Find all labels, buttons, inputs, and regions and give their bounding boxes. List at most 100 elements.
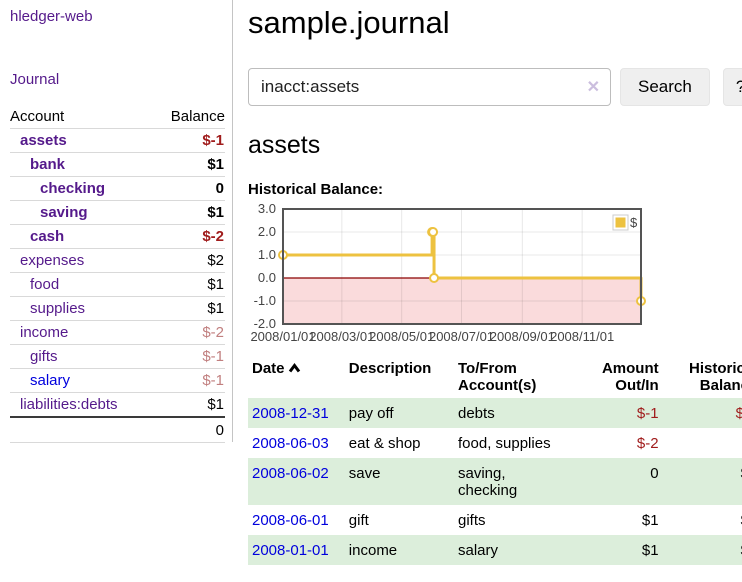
register-balance: $-1	[735, 405, 742, 422]
main-content: sample.journal ✕ Search ? assets Histori…	[233, 0, 742, 565]
sidebar-account-link-assets[interactable]: assets	[20, 132, 67, 149]
register-accounts: debts	[458, 405, 495, 422]
register-date-link[interactable]: 2008-06-03	[252, 435, 329, 452]
register-date-link[interactable]: 2008-12-31	[252, 405, 329, 422]
accounts-header-balance: Balance	[170, 108, 225, 125]
legend-label: $	[630, 215, 638, 230]
register-amount: 0	[650, 465, 659, 482]
register-row: 2008-06-02 save saving, checking 0$2	[248, 458, 742, 505]
register-description: income	[348, 542, 398, 559]
sidebar-account-link-supplies[interactable]: supplies	[30, 300, 86, 317]
y-tick-label: 2.0	[258, 224, 276, 239]
account-heading: assets	[248, 131, 321, 159]
legend-swatch	[615, 217, 626, 228]
accounts-table: Account Balance assets $-1 bank $1 checking 0…	[10, 105, 225, 443]
account-balance: $-1	[202, 132, 224, 149]
plot-border	[282, 208, 642, 325]
account-balance: $1	[207, 300, 224, 317]
register-row: 2008-12-31 pay off debts $-1 $-1	[248, 398, 742, 428]
register-balance: $2	[660, 458, 742, 505]
register-header-description: Description	[348, 360, 432, 377]
account-row: food $1	[10, 273, 225, 297]
x-tick-label: 2008/09/01	[490, 329, 555, 344]
account-name-cell: income	[10, 321, 153, 345]
account-name-cell: supplies	[10, 297, 153, 321]
account-row: saving $1	[10, 201, 225, 225]
account-row: assets $-1	[10, 129, 225, 153]
sidebar-account-link-bank[interactable]: bank	[30, 156, 66, 173]
account-row: bank $1	[10, 153, 225, 177]
help-button[interactable]: ?	[722, 68, 742, 106]
account-name-cell: assets	[10, 129, 153, 153]
register-description: gift	[348, 512, 369, 529]
brand-link[interactable]: hledger-web	[10, 8, 93, 25]
search-button[interactable]: Search	[620, 68, 710, 106]
account-name-cell: gifts	[10, 345, 153, 369]
register-balance: $1	[660, 535, 742, 565]
account-name-cell: checking	[10, 177, 153, 201]
negative-region	[283, 278, 641, 324]
account-row: gifts $-1	[10, 345, 225, 369]
accounts-header-account: Account	[10, 108, 65, 125]
sidebar-nav: Journal	[10, 71, 225, 88]
search-input[interactable]	[248, 68, 611, 106]
app-brand: hledger-web	[10, 8, 225, 25]
register-accounts: gifts	[458, 512, 486, 529]
sidebar-account-link-expenses[interactable]: expenses	[20, 252, 85, 269]
register-date-link[interactable]: 2008-01-01	[252, 542, 329, 559]
sidebar: hledger-web Journal Account Balance asse…	[0, 0, 233, 443]
account-balance: $1	[207, 396, 224, 413]
sidebar-account-link-saving[interactable]: saving	[40, 204, 88, 221]
register-date-cell: 2008-06-03	[248, 428, 349, 458]
register-header-date[interactable]: Date	[248, 354, 349, 398]
sidebar-account-link-food[interactable]: food	[30, 276, 60, 293]
account-balance: $-1	[202, 348, 224, 365]
register-date-link[interactable]: 2008-06-01	[252, 512, 329, 529]
sidebar-account-link-salary[interactable]: salary	[30, 372, 71, 389]
account-name-cell: liabilities:debts	[10, 393, 153, 418]
register-amount: $1	[641, 542, 659, 559]
register-accounts: saving, checking	[458, 465, 518, 499]
account-balance: $2	[207, 252, 224, 269]
page-title: sample.journal	[248, 5, 450, 40]
y-tick-label: -2.0	[254, 316, 276, 331]
sidebar-account-link-cash[interactable]: cash	[30, 228, 65, 245]
register-header-accounts: To/From Account(s)	[458, 360, 537, 394]
sidebar-item-journal[interactable]: Journal	[10, 71, 60, 88]
y-tick-label: -1.0	[254, 293, 276, 308]
register-amount: $1	[641, 512, 659, 529]
account-balance: $1	[207, 276, 224, 293]
account-row: cash $-2	[10, 225, 225, 249]
x-tick-label: 2008/07/01	[429, 329, 494, 344]
register-accounts: salary	[458, 542, 499, 559]
account-name-cell: cash	[10, 225, 153, 249]
sidebar-account-link-checking[interactable]: checking	[40, 180, 106, 197]
y-tick-label: 3.0	[258, 201, 276, 216]
register-date-cell: 2008-12-31	[248, 398, 349, 428]
sidebar-account-link-income[interactable]: income	[20, 324, 69, 341]
register-row: 2008-06-03 eat & shop food, supplies $-20	[248, 428, 742, 458]
register-date-cell: 2008-01-01	[248, 535, 349, 565]
accounts-total-spacer	[10, 417, 153, 443]
register-amount: $-2	[636, 435, 659, 452]
account-row: expenses $2	[10, 249, 225, 273]
register-amount: $-1	[636, 405, 659, 422]
x-tick-label: 2008/05/01	[369, 329, 434, 344]
sidebar-account-link-liabilities-debts[interactable]: liabilities:debts	[20, 396, 118, 413]
register-header-row: Date Description To/From Account(s) Amou…	[248, 354, 742, 398]
page: hledger-web Journal Account Balance asse…	[0, 0, 742, 565]
x-tick-label: 2008/11/01	[550, 329, 614, 344]
accounts-total-row: 0	[10, 417, 225, 443]
clear-search-icon[interactable]: ✕	[586, 79, 600, 96]
account-row: supplies $1	[10, 297, 225, 321]
register-date-cell: 2008-06-01	[248, 505, 349, 535]
register-header-amount: Amount Out/In	[601, 360, 659, 394]
account-row: liabilities:debts $1	[10, 393, 225, 418]
register-date-link[interactable]: 2008-06-02	[252, 465, 329, 482]
account-row: salary $-1	[10, 369, 225, 393]
account-row: income $-2	[10, 321, 225, 345]
sidebar-account-link-gifts[interactable]: gifts	[30, 348, 58, 365]
y-tick-label: 0.0	[258, 270, 276, 285]
account-balance: $1	[207, 156, 224, 173]
sort-ascending-icon	[288, 363, 300, 373]
